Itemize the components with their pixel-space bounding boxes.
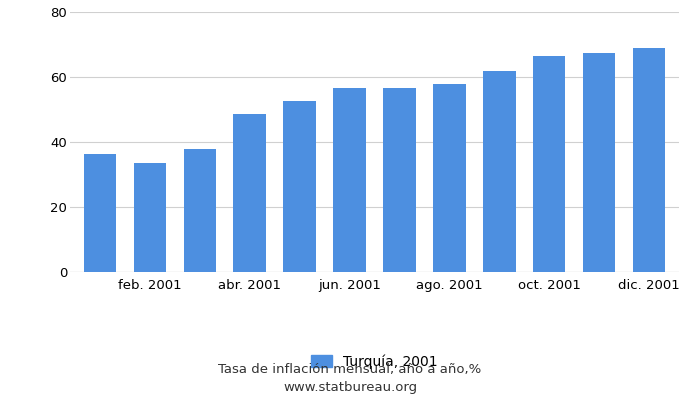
Bar <box>134 163 166 272</box>
Bar <box>583 53 615 272</box>
Legend: Turquía, 2001: Turquía, 2001 <box>306 349 443 374</box>
Bar <box>284 101 316 272</box>
Bar <box>433 84 466 272</box>
Bar <box>533 56 566 272</box>
Bar <box>333 88 366 272</box>
Bar <box>234 114 266 272</box>
Bar <box>483 70 515 272</box>
Bar <box>84 154 116 272</box>
Bar <box>633 48 665 272</box>
Bar <box>383 88 416 272</box>
Bar <box>183 148 216 272</box>
Text: Tasa de inflación mensual, año a año,%: Tasa de inflación mensual, año a año,% <box>218 364 482 376</box>
Text: www.statbureau.org: www.statbureau.org <box>283 382 417 394</box>
